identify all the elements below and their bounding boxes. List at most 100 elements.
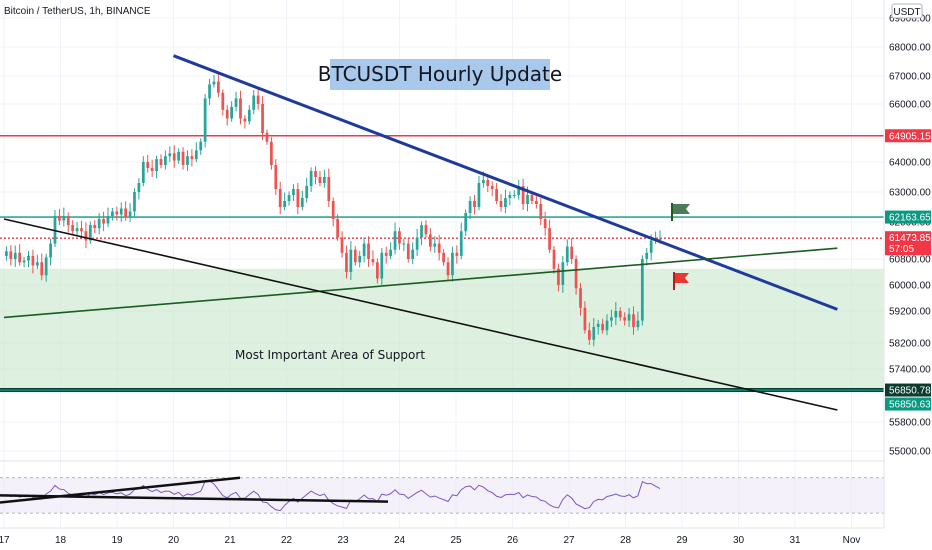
price-tag — [885, 383, 931, 397]
candle-body — [133, 192, 136, 212]
candle-body — [53, 216, 57, 244]
candle-body — [490, 186, 494, 189]
price-tick-label: 68000.00 — [889, 43, 931, 54]
candle-body — [256, 95, 260, 104]
candle-body — [150, 168, 154, 171]
time-tick-label: 26 — [507, 535, 519, 546]
candle-body — [565, 246, 569, 263]
candle-body — [636, 320, 640, 327]
candle-body — [234, 98, 238, 107]
time-tick-label: 25 — [450, 535, 462, 546]
time-axis[interactable]: 17 18 19 20 21 22 23 24 25 26 27 28 29 30 31 Nov — [0, 535, 860, 546]
candle-body — [80, 228, 83, 232]
time-tick-label: 21 — [224, 535, 236, 546]
candle-body — [119, 208, 123, 215]
candle-body — [495, 189, 498, 201]
price-tick-label: 59200.00 — [889, 307, 931, 318]
trendlines — [3, 54, 838, 411]
candle-body — [481, 180, 485, 183]
candle-body — [212, 81, 216, 85]
candle-body — [102, 219, 105, 224]
trendline-descending-resistance — [172, 54, 838, 311]
candle-body — [548, 228, 551, 250]
trendline-descending-support — [3, 218, 838, 411]
candle-body — [327, 177, 331, 201]
symbol-title: Bitcoin / TetherUS, 1h, BINANCE — [4, 6, 151, 17]
candle-body — [172, 153, 176, 161]
candle-body — [517, 186, 521, 195]
candle-body — [570, 246, 574, 259]
candle-body — [552, 249, 556, 269]
candle-body — [561, 262, 565, 285]
price-tag-label: 64905.15 — [889, 131, 931, 142]
candle-body — [539, 204, 543, 219]
candle-body — [278, 189, 282, 207]
candle-body — [181, 151, 185, 165]
candle-body — [168, 153, 172, 157]
time-tick-label: 30 — [733, 535, 745, 546]
price-axis[interactable] — [884, 0, 932, 528]
candle-body — [384, 252, 388, 256]
candle-body — [239, 98, 242, 119]
candle-body — [22, 260, 26, 263]
candle-body — [345, 252, 348, 272]
candle-body — [618, 311, 622, 318]
candle-body — [508, 195, 512, 198]
candle-body — [358, 255, 362, 263]
candle-body — [9, 251, 13, 259]
candle-body — [283, 201, 286, 207]
candle-body — [155, 159, 158, 171]
candle-body — [658, 238, 662, 240]
price-tag — [885, 129, 931, 143]
price-tick-label: 60800.00 — [889, 255, 931, 266]
candle-body — [610, 317, 613, 321]
candle-body — [164, 156, 167, 165]
candle-body — [353, 249, 357, 263]
candle-body — [203, 98, 207, 142]
candle-body — [44, 257, 48, 276]
price-tick-label: 66000.00 — [889, 100, 931, 111]
candle-body — [261, 104, 264, 133]
candle-body — [305, 186, 309, 198]
time-tick-label: 29 — [676, 535, 688, 546]
candle-body — [645, 252, 649, 259]
candle-body — [349, 249, 353, 272]
candle-body — [512, 195, 516, 196]
candle-body — [314, 171, 317, 177]
candle-body — [504, 198, 507, 207]
candle-body — [296, 189, 300, 207]
candle-body — [614, 311, 618, 318]
candle-body — [574, 259, 578, 289]
candle-body — [340, 237, 344, 253]
candle-body — [292, 189, 295, 195]
candle-body — [442, 252, 445, 263]
candle-body — [300, 198, 304, 207]
trendline-ascending-trend — [3, 247, 838, 319]
candle-body — [124, 208, 128, 218]
candle-body — [230, 106, 234, 119]
candle-body — [402, 243, 406, 245]
candle-body — [31, 255, 35, 266]
price-tag-label: 56850.63 — [889, 400, 931, 411]
candle-body — [336, 219, 339, 238]
rsi-band — [0, 477, 884, 514]
candle-body — [499, 201, 503, 207]
candle-body — [468, 201, 472, 213]
candle-body — [208, 84, 211, 99]
price-tick-label: 64000.00 — [889, 158, 931, 169]
candle-body — [530, 195, 534, 201]
candle-body — [27, 255, 30, 261]
candle-body — [477, 183, 481, 207]
candle-body — [526, 195, 529, 204]
chart-title: BTCUSDT Hourly Update — [318, 62, 562, 86]
candle-body — [428, 234, 432, 247]
candle-body — [424, 225, 428, 235]
currency-badge[interactable]: USDT — [891, 3, 923, 19]
candle-body — [186, 156, 189, 165]
candle-body — [5, 251, 8, 256]
price-tick-label: 55800.00 — [889, 418, 931, 429]
candle-body — [398, 231, 401, 244]
time-tick-label: 19 — [111, 535, 123, 546]
candle-body — [146, 162, 150, 168]
